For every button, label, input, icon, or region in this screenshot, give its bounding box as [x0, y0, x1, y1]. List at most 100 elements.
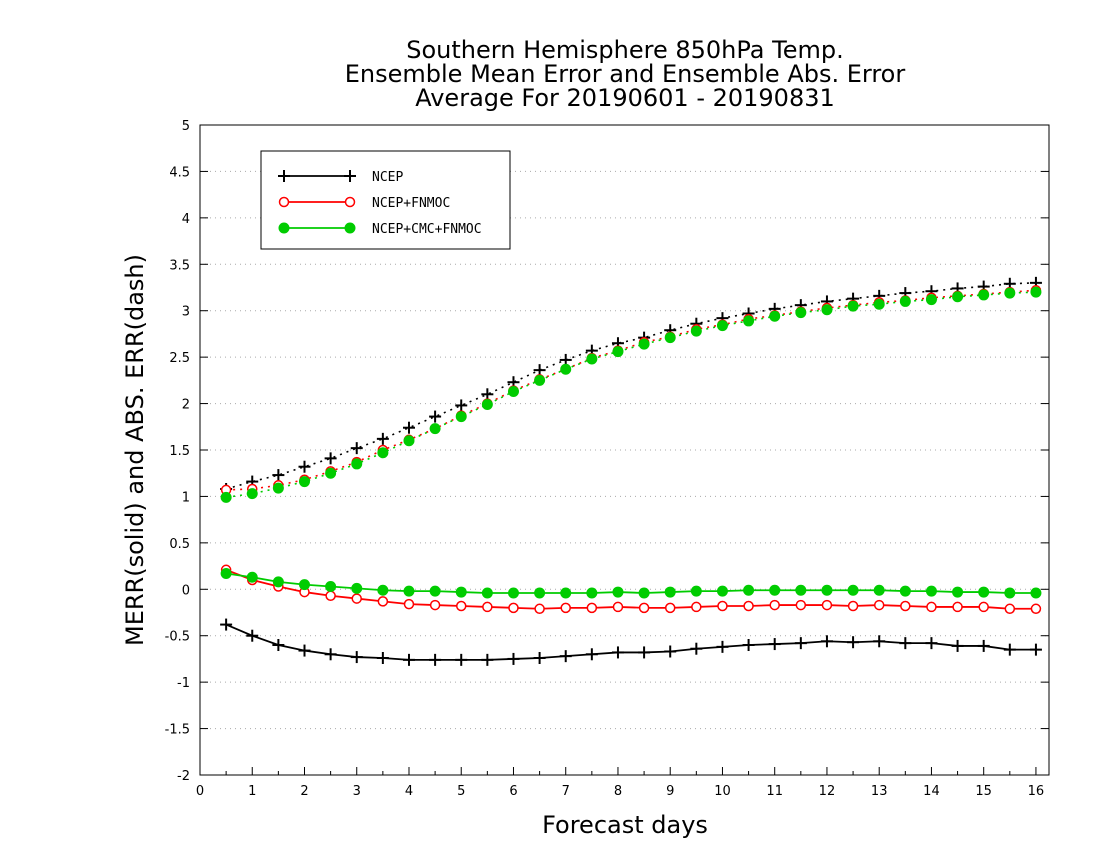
y-tick-label: 5 — [182, 119, 190, 134]
point-merr-ncep-fnmoc — [403, 598, 415, 610]
x-tick-label: 10 — [714, 784, 731, 799]
point-merr-ncep-cmc-fnmoc — [403, 585, 415, 597]
series-line-abs-err-ncep-fnmoc — [226, 289, 1036, 491]
legend-marker-ncep-fnmoc — [344, 196, 356, 208]
point-merr-ncep-cmc-fnmoc — [220, 568, 232, 579]
legend-box — [260, 150, 511, 250]
x-tick-label: 3 — [353, 784, 361, 799]
point-merr-ncep-fnmoc — [952, 601, 963, 613]
point-merr-ncep — [559, 650, 572, 663]
x-tick-label: 1 — [248, 784, 256, 799]
point-abs-err-ncep-cmc-fnmoc — [716, 320, 728, 332]
point-abs-err-ncep-cmc-fnmoc — [1030, 286, 1042, 298]
point-merr-ncep-cmc-fnmoc — [873, 584, 885, 596]
point-abs-err-ncep — [324, 452, 337, 465]
point-merr-ncep-cmc-fnmoc — [978, 586, 990, 598]
x-tick-label: 9 — [666, 784, 674, 799]
point-abs-err-ncep-cmc-fnmoc — [377, 447, 389, 459]
point-merr-ncep-cmc-fnmoc — [586, 587, 598, 599]
x-tick-label: 12 — [819, 784, 836, 799]
legend-marker-ncep-fnmoc — [278, 196, 290, 208]
point-abs-err-ncep — [455, 399, 468, 412]
legend-marker-ncep — [344, 170, 356, 182]
point-merr-ncep-fnmoc — [377, 596, 389, 607]
point-merr-ncep — [664, 645, 677, 658]
point-merr-ncep-fnmoc — [612, 601, 624, 613]
x-axis-label: Forecast days — [542, 811, 708, 839]
x-tick-label: 14 — [923, 784, 940, 799]
point-abs-err-ncep-cmc-fnmoc — [612, 346, 624, 358]
point-abs-err-ncep-cmc-fnmoc — [769, 310, 781, 322]
point-merr-ncep-cmc-fnmoc — [560, 587, 572, 599]
y-axis-label: MERR(solid) and ABS. ERR(dash) — [121, 254, 149, 646]
point-merr-ncep — [246, 629, 259, 642]
point-merr-ncep — [1029, 643, 1042, 656]
point-merr-ncep — [794, 637, 807, 650]
point-merr-ncep-fnmoc — [534, 603, 545, 615]
point-merr-ncep — [1003, 643, 1016, 656]
point-abs-err-ncep-cmc-fnmoc — [664, 332, 676, 344]
point-merr-ncep-cmc-fnmoc — [377, 584, 389, 596]
legend-label-ncep: NCEP — [372, 170, 403, 185]
point-abs-err-ncep-cmc-fnmoc — [298, 476, 310, 488]
point-abs-err-ncep-cmc-fnmoc — [351, 458, 363, 470]
point-merr-ncep-cmc-fnmoc — [455, 586, 467, 598]
legend-marker-ncep-cmc-fnmoc — [278, 222, 290, 234]
point-merr-ncep-cmc-fnmoc — [481, 587, 493, 599]
point-merr-ncep-fnmoc — [508, 602, 519, 614]
y-tick-label: 1 — [182, 490, 190, 505]
point-merr-ncep-cmc-fnmoc — [664, 586, 676, 598]
y-tick-label: -0.5 — [165, 630, 190, 645]
point-merr-ncep-fnmoc — [926, 601, 937, 613]
point-merr-ncep — [507, 652, 520, 665]
legend-label-ncep-fnmoc: NCEP+FNMOC — [372, 196, 450, 211]
point-abs-err-ncep-cmc-fnmoc — [899, 295, 911, 307]
chart-title-line: Southern Hemisphere 850hPa Temp. — [406, 36, 843, 64]
point-merr-ncep-fnmoc — [351, 593, 362, 604]
point-merr-ncep — [899, 637, 912, 650]
y-tick-label: -1.5 — [165, 723, 190, 738]
x-tick-label: 11 — [766, 784, 783, 799]
point-abs-err-ncep-cmc-fnmoc — [638, 338, 650, 350]
point-merr-ncep-cmc-fnmoc — [690, 585, 702, 597]
point-abs-err-ncep-cmc-fnmoc — [481, 399, 493, 410]
point-abs-err-ncep-cmc-fnmoc — [1004, 287, 1016, 299]
point-abs-err-ncep-cmc-fnmoc — [847, 300, 859, 312]
y-tick-label: 0.5 — [169, 537, 190, 552]
point-merr-ncep — [533, 652, 546, 664]
point-merr-ncep-cmc-fnmoc — [1004, 587, 1016, 599]
legend-marker-ncep — [278, 170, 290, 182]
y-tick-label: 4 — [182, 212, 190, 227]
chart-title: Southern Hemisphere 850hPa Temp.Ensemble… — [345, 36, 906, 112]
point-abs-err-ncep-cmc-fnmoc — [272, 482, 284, 494]
point-abs-err-ncep-cmc-fnmoc — [455, 411, 467, 423]
chart-title-line: Ensemble Mean Error and Ensemble Abs. Er… — [345, 60, 906, 88]
point-merr-ncep — [638, 646, 651, 659]
x-tick-label: 8 — [614, 784, 622, 799]
point-merr-ncep-fnmoc — [586, 602, 598, 614]
point-abs-err-ncep-cmc-fnmoc — [560, 363, 572, 375]
point-merr-ncep — [716, 640, 729, 653]
point-merr-ncep-cmc-fnmoc — [298, 579, 310, 591]
point-abs-err-ncep-cmc-fnmoc — [690, 325, 702, 337]
chart-title-line: Average For 20190601 - 20190831 — [415, 84, 835, 112]
point-merr-ncep-fnmoc — [455, 600, 467, 612]
series-layer — [220, 276, 1042, 666]
point-merr-ncep — [402, 653, 415, 666]
point-merr-ncep-cmc-fnmoc — [899, 585, 911, 597]
point-abs-err-ncep — [429, 410, 442, 423]
point-merr-ncep-cmc-fnmoc — [716, 585, 728, 597]
point-merr-ncep — [611, 646, 624, 659]
x-tick-label: 6 — [509, 784, 517, 799]
point-abs-err-ncep — [481, 388, 494, 401]
x-tick-label: 7 — [562, 784, 570, 799]
point-merr-ncep — [298, 644, 311, 657]
point-merr-ncep — [429, 653, 442, 666]
point-merr-ncep — [455, 653, 468, 666]
point-abs-err-ncep — [533, 364, 546, 377]
y-tick-label: 2 — [182, 398, 190, 413]
point-abs-err-ncep-cmc-fnmoc — [325, 467, 337, 479]
point-merr-ncep — [925, 637, 938, 650]
point-merr-ncep-cmc-fnmoc — [795, 584, 807, 596]
point-merr-ncep-fnmoc — [560, 602, 571, 614]
